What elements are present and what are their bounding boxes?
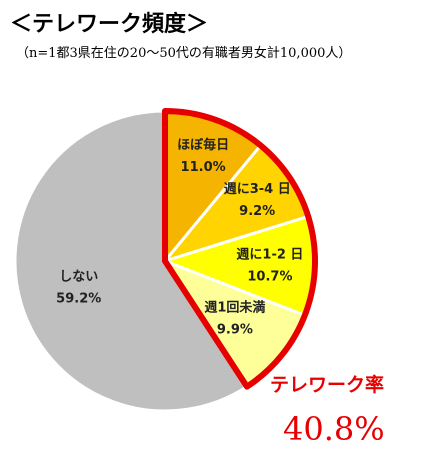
slice-value-label: 9.2% [239, 204, 275, 219]
slice-category-label: しない [59, 270, 98, 285]
slice-value-label: 9.9% [217, 323, 253, 338]
telework-rate-value: 40.8% [283, 410, 385, 448]
telework-rate-label: テレワーク率 [270, 374, 385, 396]
slice-value-label: 59.2% [56, 292, 101, 307]
slice-value-label: 11.0% [181, 160, 226, 175]
slice-category-label: 週1回未満 [204, 300, 265, 316]
telework-highlight-outline [162, 108, 318, 390]
slice-category-label: 週に3-4 日 [224, 182, 291, 197]
slice-category-label: 週に1-2 日 [236, 248, 303, 263]
chart-subtitle: （n=1都3県在住の20～50代の有職者男女計10,000人） [16, 46, 352, 61]
slice-category-label: ほぼ毎日 [177, 137, 229, 153]
slice-value-label: 10.7% [247, 270, 292, 285]
chart-title: ＜テレワーク頻度＞ [10, 11, 209, 37]
pie-slice [13, 109, 250, 413]
